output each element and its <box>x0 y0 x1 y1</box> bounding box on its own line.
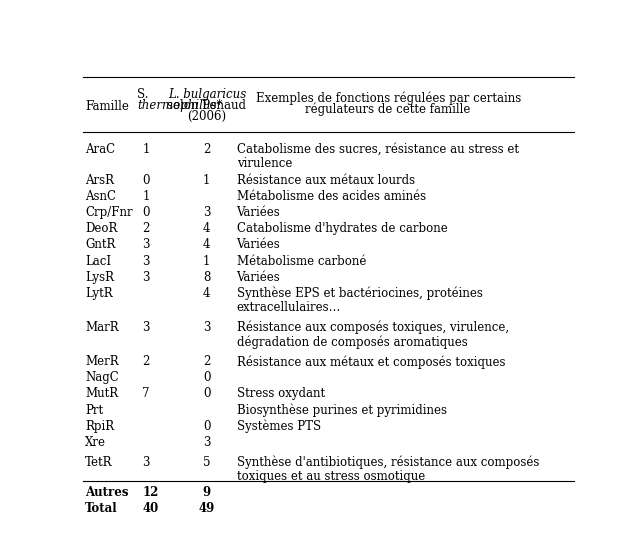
Text: Variées: Variées <box>237 238 280 252</box>
Text: Autres: Autres <box>85 486 129 499</box>
Text: 1: 1 <box>203 254 210 268</box>
Text: 0: 0 <box>203 420 210 433</box>
Text: Systèmes PTS: Systèmes PTS <box>237 420 320 434</box>
Text: (2006): (2006) <box>187 110 226 123</box>
Text: Métabolisme carboné: Métabolisme carboné <box>237 254 366 268</box>
Text: 1: 1 <box>142 143 149 156</box>
Text: Biosynthèse purines et pyrimidines: Biosynthèse purines et pyrimidines <box>237 404 447 417</box>
Text: Résistance aux métaux et composés toxiques: Résistance aux métaux et composés toxiqu… <box>237 355 505 368</box>
Text: 3: 3 <box>203 321 210 334</box>
Text: dégradation de composés aromatiques: dégradation de composés aromatiques <box>237 336 467 349</box>
Text: extracellulaires…: extracellulaires… <box>237 301 341 315</box>
Text: L. bulgaricus: L. bulgaricus <box>168 88 246 101</box>
Text: 40: 40 <box>142 502 158 515</box>
Text: 3: 3 <box>142 321 150 334</box>
Text: DeoR: DeoR <box>85 222 117 235</box>
Text: 3: 3 <box>203 436 210 449</box>
Text: Xre: Xre <box>85 436 106 449</box>
Text: 0: 0 <box>142 206 150 219</box>
Text: LytR: LytR <box>85 287 113 300</box>
Text: Métabolisme des acides aminés: Métabolisme des acides aminés <box>237 190 426 203</box>
Text: 0: 0 <box>203 371 210 384</box>
Text: NagC: NagC <box>85 371 119 384</box>
Text: AraC: AraC <box>85 143 115 156</box>
Text: MutR: MutR <box>85 388 118 400</box>
Text: 3: 3 <box>142 254 150 268</box>
Text: GntR: GntR <box>85 238 115 252</box>
Text: thermophilus*: thermophilus* <box>137 99 222 112</box>
Text: 9: 9 <box>203 486 211 499</box>
Text: selon Penaud: selon Penaud <box>167 99 246 112</box>
Text: Famille: Famille <box>85 101 129 113</box>
Text: 4: 4 <box>203 238 210 252</box>
Text: 2: 2 <box>142 222 149 235</box>
Text: virulence: virulence <box>237 158 292 170</box>
Text: 3: 3 <box>142 456 150 468</box>
Text: 0: 0 <box>203 388 210 400</box>
Text: 1: 1 <box>142 190 149 203</box>
Text: Résistance aux composés toxiques, virulence,: Résistance aux composés toxiques, virule… <box>237 321 509 335</box>
Text: 2: 2 <box>203 143 210 156</box>
Text: 3: 3 <box>142 238 150 252</box>
Text: toxiques et au stress osmotique: toxiques et au stress osmotique <box>237 470 425 483</box>
Text: MarR: MarR <box>85 321 119 334</box>
Text: MerR: MerR <box>85 355 119 368</box>
Text: Synthèse EPS et bactériocines, protéines: Synthèse EPS et bactériocines, protéines <box>237 287 483 300</box>
Text: 4: 4 <box>203 222 210 235</box>
Text: LacI: LacI <box>85 254 112 268</box>
Text: TetR: TetR <box>85 456 113 468</box>
Text: LysR: LysR <box>85 271 114 284</box>
Text: régulateurs de cette famille: régulateurs de cette famille <box>306 103 470 117</box>
Text: 2: 2 <box>142 355 149 368</box>
Text: Stress oxydant: Stress oxydant <box>237 388 325 400</box>
Text: 12: 12 <box>142 486 158 499</box>
Text: Résistance aux métaux lourds: Résistance aux métaux lourds <box>237 174 415 187</box>
Text: Variées: Variées <box>237 206 280 219</box>
Text: 5: 5 <box>203 456 210 468</box>
Text: Total: Total <box>85 502 118 515</box>
Text: AsnC: AsnC <box>85 190 116 203</box>
Text: 1: 1 <box>203 174 210 187</box>
Text: 0: 0 <box>142 174 150 187</box>
Text: RpiR: RpiR <box>85 420 114 433</box>
Text: 2: 2 <box>203 355 210 368</box>
Text: Catabolisme des sucres, résistance au stress et: Catabolisme des sucres, résistance au st… <box>237 143 519 156</box>
Text: 3: 3 <box>142 271 150 284</box>
Text: 4: 4 <box>203 287 210 300</box>
Text: 49: 49 <box>199 502 215 515</box>
Text: 7: 7 <box>142 388 150 400</box>
Text: Crp/Fnr: Crp/Fnr <box>85 206 133 219</box>
Text: Prt: Prt <box>85 404 103 416</box>
Text: Catabolisme d'hydrates de carbone: Catabolisme d'hydrates de carbone <box>237 222 447 235</box>
Text: Exemples de fonctions régulées par certains: Exemples de fonctions régulées par certa… <box>256 92 520 106</box>
Text: Variées: Variées <box>237 271 280 284</box>
Text: ArsR: ArsR <box>85 174 114 187</box>
Text: Synthèse d'antibiotiques, résistance aux composés: Synthèse d'antibiotiques, résistance aux… <box>237 456 539 469</box>
Text: 8: 8 <box>203 271 210 284</box>
Text: 3: 3 <box>203 206 210 219</box>
Text: S.: S. <box>137 88 149 101</box>
